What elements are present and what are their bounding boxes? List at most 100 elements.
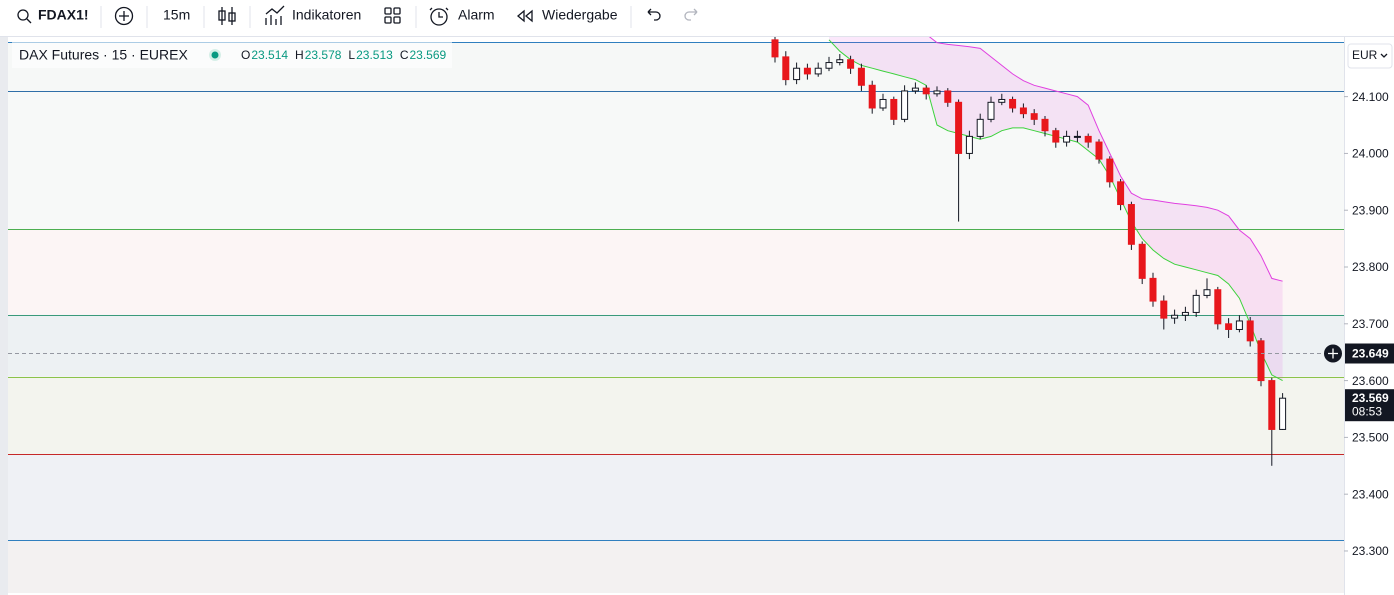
candle-body <box>901 90 909 120</box>
plus-circle <box>114 6 134 26</box>
symbol: FDAX1! <box>38 7 89 23</box>
ohlc-value: 23.513 <box>356 48 393 62</box>
y-tick-label: 23.600 <box>1352 374 1389 388</box>
candle-body <box>1268 380 1276 430</box>
candle-body <box>1192 294 1200 313</box>
candle-body <box>998 98 1006 103</box>
candle-body <box>1127 204 1135 245</box>
y-tick-label: 23.500 <box>1352 431 1389 445</box>
indicators: Indikatoren <box>292 7 361 23</box>
candle-body <box>1225 323 1233 330</box>
legend-ohlc: O 23.514 H 23.578 L 23.513 C 23.569 <box>241 48 447 62</box>
candle-body <box>857 67 865 86</box>
search-button[interactable]: FDAX1! <box>17 7 89 24</box>
currency-select[interactable]: EUR <box>1347 43 1393 69</box>
search-icon <box>17 9 29 21</box>
candle-body <box>1279 397 1287 430</box>
candle-body <box>1041 118 1049 132</box>
status-dot <box>211 51 219 59</box>
candle-body <box>1246 320 1254 342</box>
ohlc-value: 23.514 <box>251 48 288 62</box>
candle-body <box>955 101 963 154</box>
replay-button[interactable]: Wiedergabe <box>516 7 618 23</box>
candle-body <box>803 67 811 75</box>
candle-icon-body <box>218 10 226 21</box>
y-tick-label: 23.700 <box>1352 317 1389 331</box>
candle-body <box>847 59 855 69</box>
legend-bg <box>12 42 452 68</box>
ohlc-value: 23.578 <box>305 48 342 62</box>
search-icon-handle <box>26 18 32 24</box>
candle-body <box>1203 289 1211 296</box>
ohlc-key: L <box>348 48 355 62</box>
toolbar <box>0 0 1394 36</box>
crosshair-add-button[interactable] <box>1324 344 1342 363</box>
chart-type-button[interactable] <box>218 7 236 25</box>
y-tick-label: 24.000 <box>1352 147 1389 161</box>
candle-body <box>1181 311 1189 316</box>
currency: EUR <box>1352 48 1378 62</box>
ohlc-key: O <box>241 48 250 62</box>
y-tick-label: 24.100 <box>1352 90 1389 104</box>
plus <box>119 11 129 21</box>
band-fill <box>829 37 1283 381</box>
y-tick-label: 23.300 <box>1352 544 1389 558</box>
candle-body <box>1214 289 1222 325</box>
candle-body <box>1160 300 1168 319</box>
layout-icon <box>393 7 401 15</box>
candle-body <box>1235 320 1243 330</box>
layout-icon <box>384 16 392 24</box>
layout-icon <box>393 16 401 24</box>
y-tick-label: 23.900 <box>1352 203 1389 217</box>
last-price-box <box>1345 389 1394 422</box>
zone-band <box>8 90 1344 229</box>
countdown: 08:53 <box>1352 404 1382 418</box>
candle-body <box>1106 158 1114 183</box>
layouts-button[interactable] <box>384 7 401 24</box>
upper-band-line <box>928 37 1283 282</box>
y-tick-label: 23.800 <box>1352 260 1389 274</box>
candle-body <box>965 135 973 154</box>
candle-body <box>814 67 822 75</box>
candle-body <box>922 87 930 95</box>
candle-body <box>1063 135 1071 143</box>
candle-body <box>976 118 984 137</box>
replay-icon <box>516 9 533 23</box>
legend-title: DAX Futures · 15 · EUREX <box>19 47 188 63</box>
left-strip <box>0 37 8 595</box>
candle-body <box>836 59 844 64</box>
top-band <box>8 37 1344 43</box>
candle-body <box>771 39 779 58</box>
candle-body <box>987 101 995 120</box>
candle-body <box>1009 98 1017 109</box>
redo-button[interactable] <box>684 8 698 21</box>
candle-body <box>1149 277 1157 302</box>
alarm-icon-hands <box>429 7 449 18</box>
candle-body <box>911 87 919 92</box>
add-symbol-button[interactable] <box>114 6 134 26</box>
plus <box>1328 348 1338 359</box>
candle-body <box>1030 113 1038 120</box>
currency-box <box>1347 43 1393 69</box>
interval[interactable]: 15m <box>163 7 190 23</box>
last-price-label: 23.569 <box>1352 391 1389 405</box>
crosshair-label: 23.649 <box>1352 347 1389 361</box>
candle-body <box>868 84 876 109</box>
candle-body <box>1138 243 1146 279</box>
candle-body <box>1117 181 1125 206</box>
alert-button[interactable]: Alarm <box>429 7 495 26</box>
replay: Wiedergabe <box>542 7 618 23</box>
candle-body <box>944 90 952 103</box>
candle-body <box>879 98 887 109</box>
candle-body <box>1073 135 1081 138</box>
candle-body <box>933 90 941 95</box>
undo-button[interactable] <box>647 8 661 21</box>
crosshair-label-box <box>1345 343 1394 364</box>
candle-icon <box>221 7 233 25</box>
indicators-button[interactable]: Indikatoren <box>265 5 361 25</box>
alarm-icon <box>430 8 448 26</box>
layout-icon <box>384 7 392 15</box>
candle-icon-body <box>228 12 236 22</box>
zone-band <box>8 314 1344 377</box>
